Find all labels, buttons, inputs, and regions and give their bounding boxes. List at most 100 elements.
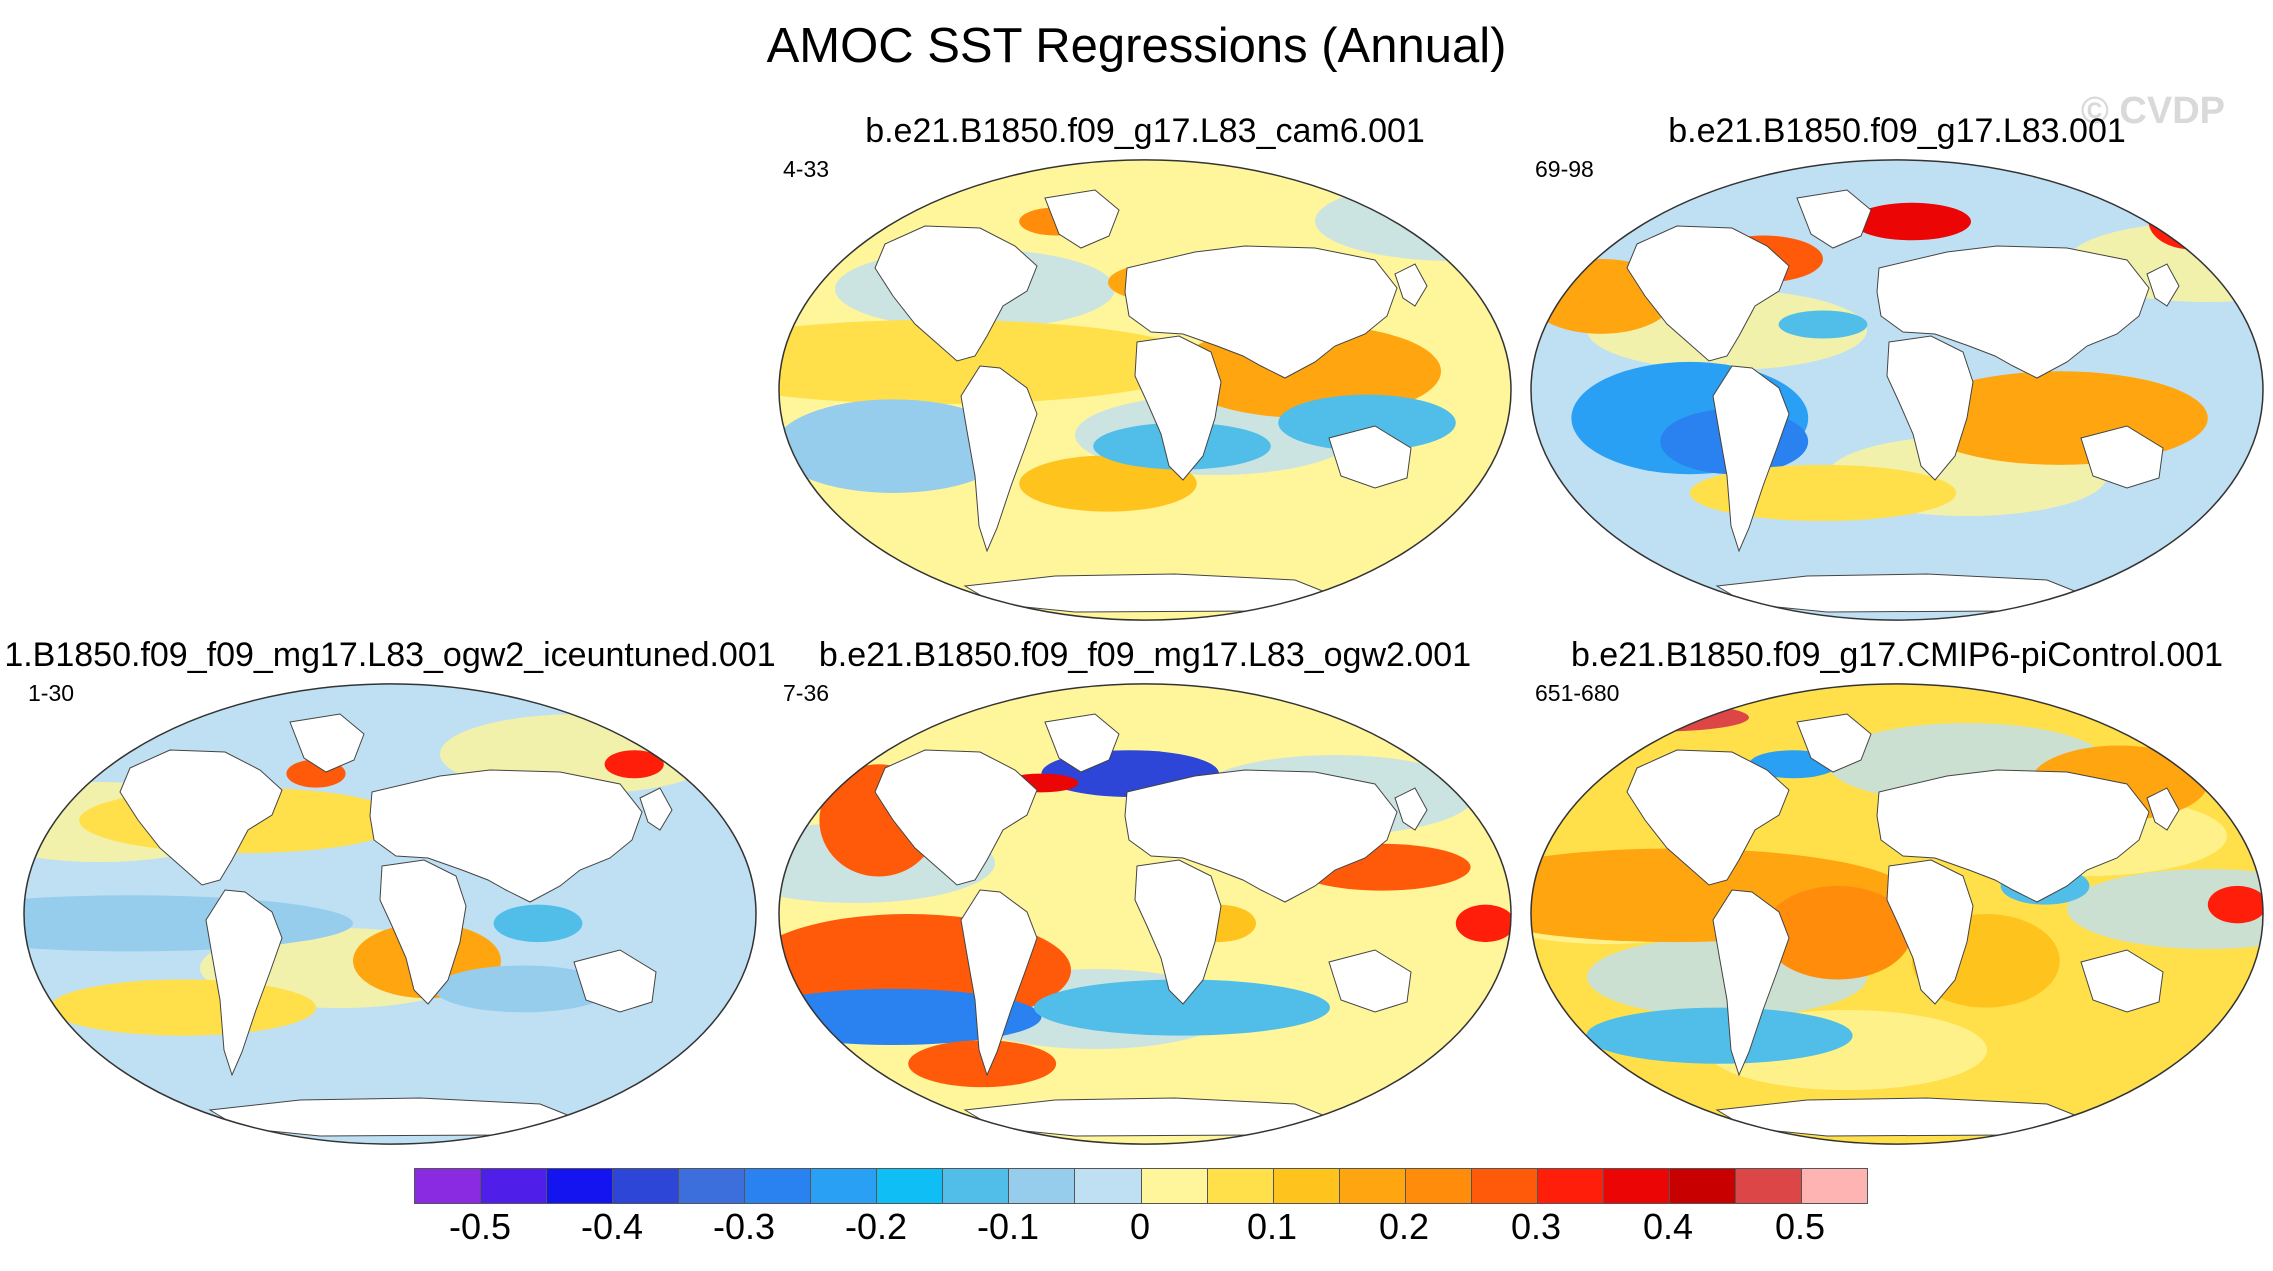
land-mass [1796,189,1872,249]
colorbar [414,1168,1868,1204]
land-mass [1876,769,2150,903]
colorbar-box [1009,1169,1076,1203]
sst-anomaly-contour [2148,193,2238,250]
land-mass [289,713,365,773]
sst-regression-map [23,683,757,1145]
colorbar-tick-label: 0.4 [1642,1206,1694,1247]
colorbar-box [679,1169,746,1203]
map-panel-cam6: b.e21.B1850.f09_g17.L83_cam6.001 4-33 [775,112,1515,624]
land-mass [1044,713,1120,773]
colorbar-box [1075,1169,1142,1203]
sst-anomaly-contour [1763,885,1912,980]
land-mass [379,859,467,1005]
land-mass [369,769,643,903]
colorbar-box [877,1169,944,1203]
sst-anomaly-contour [1778,310,1868,339]
map-panel-ogw2: b.e21.B1850.f09_f09_mg17.L83_ogw2.001 7-… [775,636,1515,1148]
sst-anomaly-contour [49,979,316,1036]
sst-anomaly-contour [493,904,583,943]
sst-anomaly-contour [1278,394,1456,451]
cvdp-watermark: © CVDP [2080,90,2225,132]
sst-anomaly-contour [1019,455,1197,512]
colorbar-box [811,1169,878,1203]
colorbar-box [1273,1169,1340,1203]
figure-title: AMOC SST Regressions (Annual) [766,19,1507,73]
land-mass [1328,949,1412,1013]
sst-anomaly-contour [1455,904,1511,943]
land-mass [205,889,283,1077]
land-mass [1044,189,1120,249]
colorbar-tick-label: -0.5 [448,1206,512,1247]
sst-regression-map [1530,683,2264,1145]
land-mass [2080,425,2164,489]
sst-anomaly-contour [908,1040,1057,1088]
panel-year-range: 4-33 [783,156,830,182]
panel-title: b.e21.B1850.f09_f09_mg17.L83_ogw2.001 [818,636,1472,674]
land-mass [1328,425,1412,489]
land-mass [1134,335,1222,481]
land-mass [1626,225,1790,362]
land-mass [1134,859,1222,1005]
map-outline [23,683,757,1145]
colorbar-tick-label: 0 [1129,1206,1151,1247]
panel-title: 1.B1850.f09_f09_mg17.L83_ogw2_iceuntuned… [4,636,776,674]
sst-anomaly-band [1195,468,1475,548]
land-mass [1124,769,1398,903]
panel-title: b.e21.B1850.f09_g17.L83.001 [1668,112,2126,150]
land-mass [639,787,673,831]
colorbar-tick-label: -0.1 [976,1206,1040,1247]
colorbar-tick-label: -0.2 [844,1206,908,1247]
sst-anomaly-contour [434,965,612,1013]
land-mass [874,749,1038,886]
land-mass [1394,263,1428,307]
colorbar-box [1537,1169,1604,1203]
land-mass [1626,749,1790,886]
colorbar-box [1735,1169,1802,1203]
sst-anomaly-contour [604,750,664,779]
sst-anomaly-contour [2207,885,2263,924]
colorbar-box [1669,1169,1736,1203]
sst-anomaly-contour [1586,1007,1853,1064]
land-mass [1796,713,1872,773]
colorbar-box [1405,1169,1472,1203]
colorbar-box [547,1169,614,1203]
map-outline [1530,683,2264,1145]
sst-regression-map [1530,159,2264,621]
sst-regression-map [778,159,1512,621]
colorbar-tick-label: 0.2 [1378,1206,1430,1247]
colorbar-box [613,1169,680,1203]
colorbar-box [481,1169,548,1203]
map-outline [778,683,1512,1145]
sst-anomaly-contour [1852,202,1971,241]
land-mass [1124,245,1398,379]
map-outline [778,159,1512,621]
sst-anomaly-band [2067,869,2263,949]
panel-year-range: 651-680 [1535,680,1620,706]
map-panel-ogw2-iceuntuned: 1.B1850.f09_f09_mg17.L83_ogw2_iceuntuned… [4,636,776,1148]
panel-title: b.e21.B1850.f09_g17.CMIP6-piControl.001 [1570,636,2224,674]
colorbar-box [1603,1169,1670,1203]
sst-anomaly-contour [778,399,1012,493]
panel-year-range: 69-98 [1535,156,1594,182]
colorbar-box [943,1169,1010,1203]
colorbar-tick-label: -0.4 [580,1206,644,1247]
land-mass [1876,245,2150,379]
colorbar-box [1339,1169,1406,1203]
land-mass [960,889,1038,1077]
colorbar-box [1207,1169,1274,1203]
panel-year-range: 7-36 [783,680,830,706]
land-mass [119,749,283,886]
panel-title: b.e21.B1850.f09_g17.L83_cam6.001 [865,112,1425,150]
land-mass [2080,949,2164,1013]
sst-anomaly-band [320,1001,600,1081]
colorbar-box [415,1169,482,1203]
land-mass [573,949,657,1013]
colorbar-tick-label: 0.3 [1510,1206,1562,1247]
land-mass [1712,365,1790,553]
land-mass [2146,787,2180,831]
land-mass [1886,859,1974,1005]
land-mass [1394,787,1428,831]
colorbar-box [1801,1169,1868,1203]
land-mass [960,365,1038,553]
colorbar-tick-label: -0.3 [712,1206,776,1247]
